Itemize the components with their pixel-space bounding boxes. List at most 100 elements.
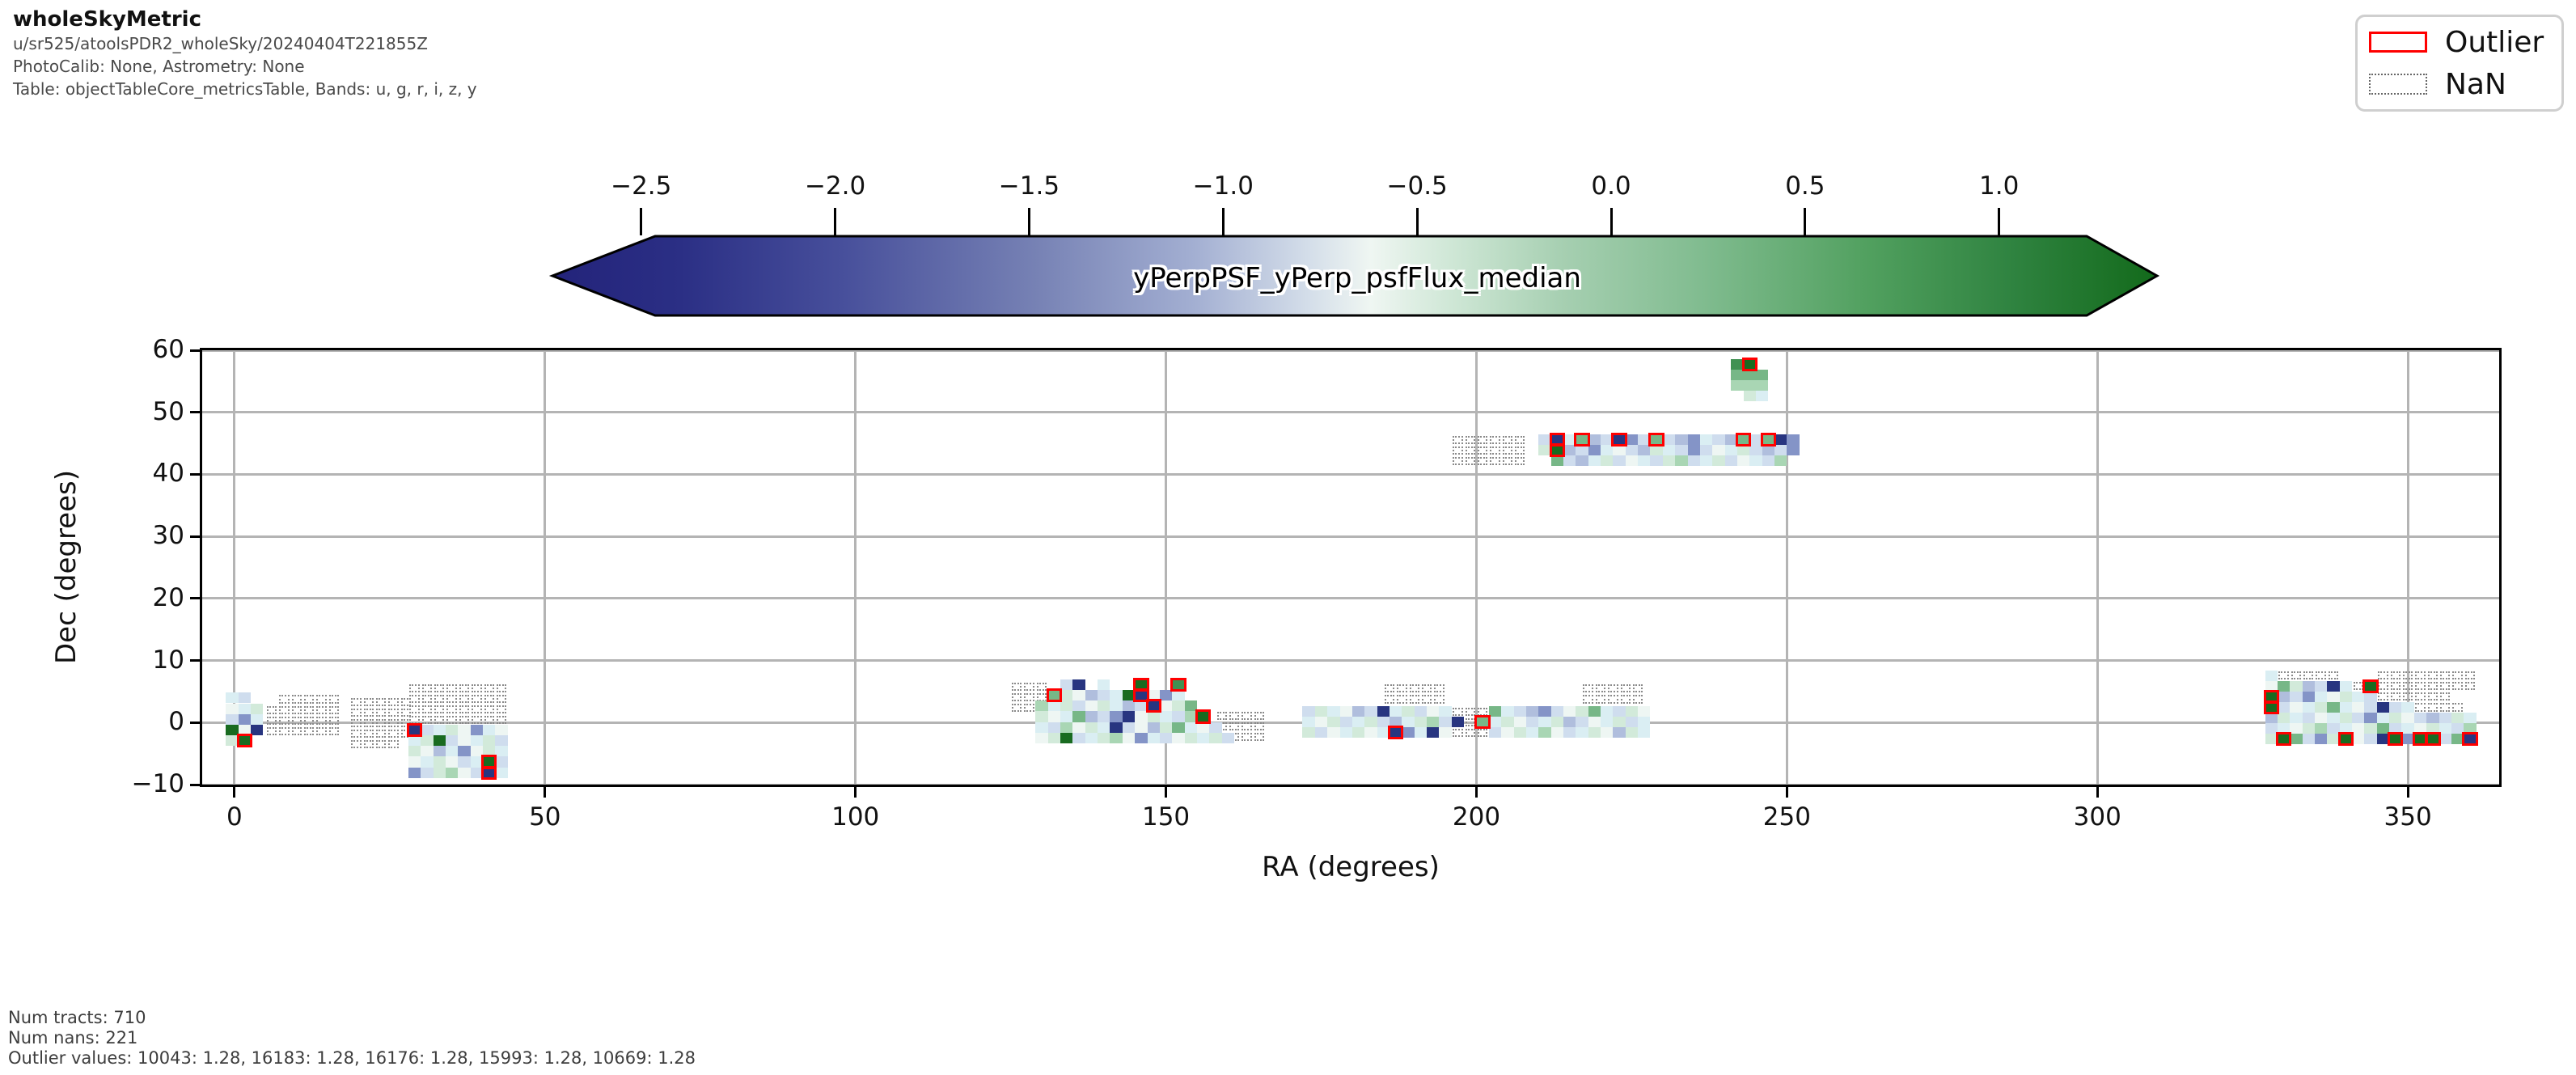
tract-cell — [1047, 690, 1061, 701]
tract-cell — [458, 735, 471, 747]
nan-cell — [375, 697, 387, 706]
x-tick-label: 50 — [529, 802, 561, 832]
tract-cell — [1662, 455, 1676, 467]
nan-cell — [2316, 671, 2326, 680]
tract-cell — [2339, 734, 2353, 745]
nan-cell — [316, 695, 327, 704]
tract-cell — [445, 725, 459, 736]
legend-row-outlier: Outlier — [2369, 25, 2544, 59]
tract-cell — [1550, 706, 1563, 717]
tract-cell — [433, 767, 446, 778]
tract-cell — [2302, 680, 2315, 692]
tract-cell — [1650, 455, 1663, 467]
x-tick-mark — [854, 787, 857, 798]
nan-cell — [496, 694, 507, 703]
gridline-vertical — [1474, 350, 1478, 785]
nan-cell — [1453, 707, 1463, 716]
tract-cell — [1135, 679, 1148, 691]
tract-cell — [1047, 700, 1061, 712]
tract-cell — [1072, 690, 1085, 701]
tract-cell — [1172, 690, 1185, 701]
nan-cell — [446, 684, 457, 692]
y-tick-label: 40 — [152, 459, 184, 489]
nan-cell — [446, 694, 457, 703]
tract-cell — [2364, 691, 2377, 702]
tract-cell — [226, 692, 239, 704]
legend-outlier-label: Outlier — [2445, 25, 2544, 59]
tract-cell — [1787, 445, 1800, 456]
tract-cell — [445, 756, 459, 768]
nan-cell — [1620, 684, 1631, 693]
tract-cell — [2413, 723, 2427, 734]
nan-cell — [388, 708, 399, 717]
tract-cell — [1638, 455, 1651, 467]
gridline-vertical — [854, 350, 857, 785]
nan-cell — [2427, 671, 2438, 680]
tract-cell — [2314, 734, 2328, 745]
x-tick-mark — [2406, 787, 2409, 798]
tract-cell — [1184, 722, 1197, 733]
nan-cell — [2427, 692, 2438, 701]
tract-cell — [2451, 723, 2464, 734]
tract-cell — [1774, 445, 1787, 456]
tract-cell — [1638, 706, 1651, 717]
tract-cell — [2376, 713, 2390, 724]
tract-cell — [1314, 727, 1328, 739]
colorbar-tick-mark — [834, 208, 837, 235]
colorbar-tick-label: −0.5 — [1386, 171, 1448, 201]
gridline-horizontal — [202, 472, 2499, 476]
tract-cell — [2426, 723, 2439, 734]
x-tick-label: 350 — [2384, 802, 2432, 832]
tract-cell — [1047, 711, 1061, 722]
x-tick-label: 150 — [1141, 802, 1191, 832]
tract-cell — [1172, 732, 1185, 743]
x-tick-label: 100 — [831, 802, 880, 832]
tract-cell — [1550, 717, 1563, 728]
tract-cell — [1501, 727, 1514, 739]
nan-cell — [484, 694, 494, 703]
gridline-vertical — [233, 350, 236, 785]
tract-cell — [226, 713, 239, 725]
nan-cell — [2427, 703, 2438, 712]
tract-cell — [2327, 680, 2340, 692]
tract-cell — [1476, 717, 1489, 728]
y-tick-label: 50 — [152, 396, 184, 426]
tract-cell — [1364, 717, 1377, 728]
tract-cell — [1072, 700, 1085, 712]
nan-cell — [1421, 695, 1432, 704]
outlier-cell-highlight — [2275, 732, 2292, 747]
nan-cell — [1216, 712, 1227, 721]
tract-cell — [2413, 734, 2427, 745]
tract-cell — [1762, 445, 1774, 456]
nan-cell — [2440, 671, 2451, 680]
tract-cell — [226, 703, 239, 714]
nan-cell — [375, 718, 387, 727]
tract-cell — [1762, 455, 1774, 467]
nan-cell — [1490, 456, 1500, 465]
nan-cell — [421, 715, 433, 724]
tract-cell — [1035, 711, 1048, 722]
tract-cell — [2277, 680, 2290, 692]
tract-cell — [1525, 706, 1539, 717]
tract-cell — [2339, 680, 2353, 692]
tract-cell — [470, 725, 484, 736]
nan-cell — [2464, 671, 2476, 680]
nan-cell — [1477, 456, 1488, 465]
tract-cell — [1576, 445, 1588, 456]
nan-cell — [1515, 456, 1525, 465]
y-tick-mark — [190, 535, 201, 538]
tract-cell — [1098, 711, 1110, 722]
tract-cell — [433, 756, 446, 768]
tract-cell — [1513, 727, 1526, 739]
nan-cell — [375, 708, 387, 717]
tract-cell — [1122, 732, 1136, 743]
nan-cell — [409, 705, 420, 713]
tract-cell — [2352, 723, 2365, 734]
tract-cell — [1451, 717, 1465, 728]
outlier-cell-highlight — [1648, 433, 1664, 447]
tract-cell — [458, 756, 471, 768]
gridline-horizontal — [202, 659, 2499, 662]
tract-cell — [2302, 691, 2315, 702]
tract-cell — [2426, 713, 2439, 724]
